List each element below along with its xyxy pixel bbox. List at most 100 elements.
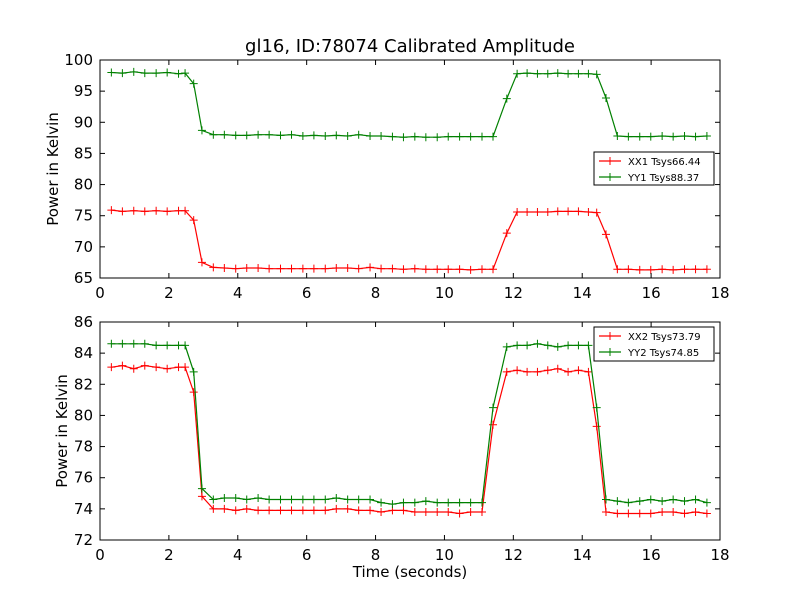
x-tick-label: 4	[233, 546, 243, 564]
data-point	[276, 131, 285, 140]
x-tick-label: 12	[504, 284, 523, 302]
data-point	[592, 403, 601, 412]
series-line-1	[111, 209, 707, 271]
data-point	[152, 341, 161, 350]
data-point	[601, 495, 610, 504]
data-point	[564, 69, 573, 78]
data-point	[601, 93, 610, 102]
data-point	[421, 497, 430, 506]
data-point	[523, 207, 532, 216]
legend-box	[593, 326, 715, 362]
data-point	[366, 506, 375, 515]
data-point	[646, 132, 655, 141]
legend: XX2 Tsys73.79 YY2 Tsys74.85	[593, 326, 715, 362]
data-point	[181, 341, 190, 350]
top-plot: 0 2 4 6 8 10 12 14 16 18 65 70 75 80 85 90 95 100 Power in…	[44, 36, 730, 302]
data-point	[174, 69, 183, 78]
data-point	[523, 367, 532, 376]
data-point	[366, 131, 375, 140]
y-tick-label: 80	[74, 406, 93, 424]
data-point	[635, 132, 644, 141]
data-point	[354, 264, 363, 273]
data-point	[680, 509, 689, 518]
y-axis-label: Power in Kelvin	[44, 112, 62, 226]
data-point	[624, 265, 633, 274]
y-tick-label: 65	[74, 269, 93, 287]
data-point	[702, 265, 711, 274]
data-point	[669, 132, 678, 141]
data-point	[399, 498, 408, 507]
data-point	[513, 207, 522, 216]
data-point	[658, 131, 667, 140]
y-tick-label: 95	[74, 82, 93, 100]
x-tick-label: 16	[642, 546, 661, 564]
data-point	[276, 264, 285, 273]
data-point	[399, 506, 408, 515]
data-point	[163, 207, 172, 216]
data-point	[242, 504, 251, 513]
data-point	[220, 504, 229, 513]
data-point	[254, 493, 263, 502]
data-point	[343, 504, 352, 513]
y-tick-label: 82	[74, 375, 93, 393]
axes-frame	[99, 321, 721, 541]
y-tick-label: 70	[74, 238, 93, 256]
data-point	[553, 69, 562, 78]
y-tick-label: 76	[74, 469, 93, 487]
data-point	[107, 68, 116, 77]
data-point	[635, 497, 644, 506]
data-point	[477, 507, 486, 516]
data-point	[388, 132, 397, 141]
data-point	[152, 363, 161, 372]
data-point	[466, 132, 475, 141]
series-line-2	[111, 71, 707, 138]
data-point	[466, 498, 475, 507]
data-point	[181, 206, 190, 215]
data-point	[702, 131, 711, 140]
data-point	[433, 133, 442, 142]
x-tick-label: 8	[371, 546, 381, 564]
data-point	[321, 506, 330, 515]
legend-label: XX1 Tsys66.44	[628, 157, 701, 168]
x-tick-label: 12	[504, 546, 523, 564]
data-point	[680, 497, 689, 506]
y-tick-label: 90	[74, 113, 93, 131]
data-point	[343, 495, 352, 504]
data-point	[444, 265, 453, 274]
data-point	[502, 367, 511, 376]
series-line-1	[111, 364, 707, 515]
data-point	[574, 69, 583, 78]
data-point	[624, 509, 633, 518]
data-point	[118, 361, 127, 370]
legend-marker	[606, 332, 614, 340]
data-point	[646, 495, 655, 504]
data-point	[584, 207, 593, 216]
data-point	[410, 507, 419, 516]
data-point	[265, 264, 274, 273]
legend-marker	[606, 173, 614, 181]
data-point	[477, 498, 486, 507]
data-point	[477, 132, 486, 141]
data-point	[254, 264, 263, 273]
data-point	[332, 493, 341, 502]
data-point	[321, 495, 330, 504]
data-point	[377, 131, 386, 140]
data-point	[433, 265, 442, 274]
data-point	[635, 265, 644, 274]
data-point	[564, 207, 573, 216]
data-point	[691, 495, 700, 504]
data-point	[388, 264, 397, 273]
data-point	[533, 367, 542, 376]
series-line-2	[111, 343, 708, 505]
data-point	[220, 130, 229, 139]
data-point	[181, 363, 190, 372]
y-tick-label: 100	[64, 51, 93, 69]
data-point	[433, 507, 442, 516]
y-tick-label: 74	[74, 500, 93, 518]
data-point	[265, 130, 274, 139]
data-point	[574, 341, 583, 350]
data-point	[613, 131, 622, 140]
data-point	[613, 497, 622, 506]
data-point	[118, 207, 127, 216]
